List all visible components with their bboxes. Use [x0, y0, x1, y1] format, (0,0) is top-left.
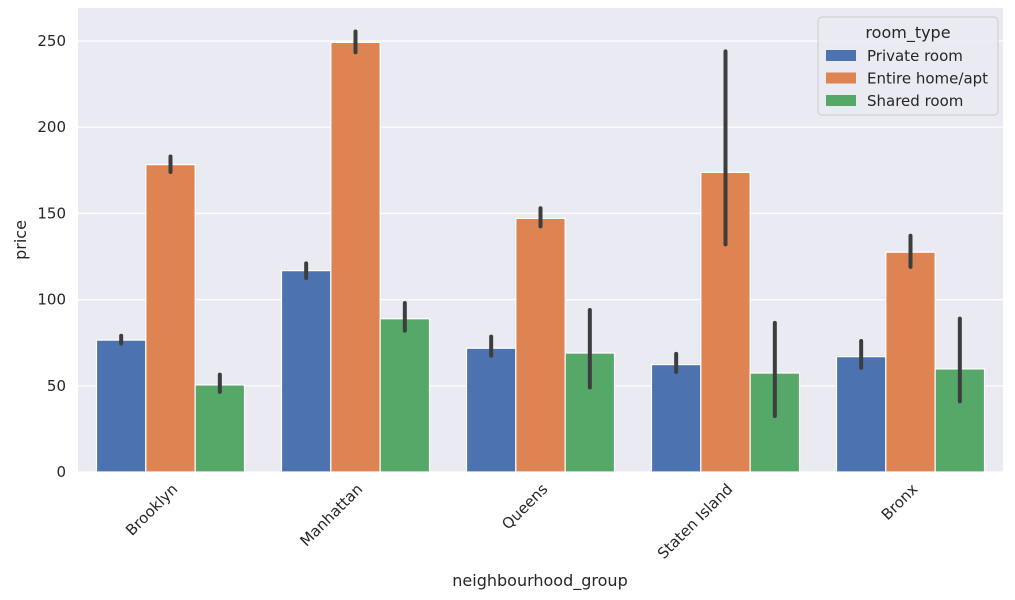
- y-tick-label: 200: [37, 118, 66, 136]
- legend-swatch: [826, 72, 856, 84]
- x-tick-label: Bronx: [878, 480, 922, 524]
- x-tick-label: Manhattan: [296, 480, 366, 550]
- bar: [515, 217, 566, 473]
- x-axis-label: neighbourhood_group: [452, 571, 627, 591]
- y-tick-label: 250: [37, 32, 66, 50]
- x-tick-label: Brooklyn: [122, 480, 181, 539]
- legend-title: room_type: [865, 23, 950, 43]
- bar: [885, 251, 936, 473]
- bar: [379, 318, 431, 473]
- y-tick-label: 50: [47, 377, 66, 395]
- y-tick-label: 100: [37, 291, 66, 309]
- legend-items: Private room Entire home/apt Shared room: [826, 47, 988, 110]
- bar: [465, 347, 517, 473]
- bar: [330, 41, 381, 473]
- bar: [194, 384, 246, 473]
- x-tick-labels: Brooklyn Manhattan Queens Staten Island Bron…: [122, 480, 921, 563]
- y-axis-label: price: [11, 220, 30, 260]
- x-tick-label: Queens: [498, 480, 551, 533]
- legend-label: Entire home/apt: [867, 70, 988, 88]
- legend-box: [817, 16, 999, 116]
- bar: [95, 339, 147, 473]
- legend-label: Shared room: [867, 92, 963, 110]
- bar: [650, 363, 702, 473]
- y-tick-label: 0: [56, 463, 66, 481]
- y-tick-label: 150: [37, 204, 66, 222]
- legend: room_type Private room Entire home/apt Sha…: [817, 16, 999, 116]
- legend-swatch: [826, 50, 856, 61]
- legend-swatch: [826, 95, 856, 106]
- bar: [835, 356, 887, 473]
- bar: [280, 270, 332, 473]
- x-tick-label: Staten Island: [654, 480, 736, 562]
- legend-label: Private room: [867, 47, 963, 65]
- y-tick-labels: 0 50 100 150 200 250: [37, 32, 66, 481]
- bar: [145, 164, 196, 473]
- error-bars: [119, 29, 962, 418]
